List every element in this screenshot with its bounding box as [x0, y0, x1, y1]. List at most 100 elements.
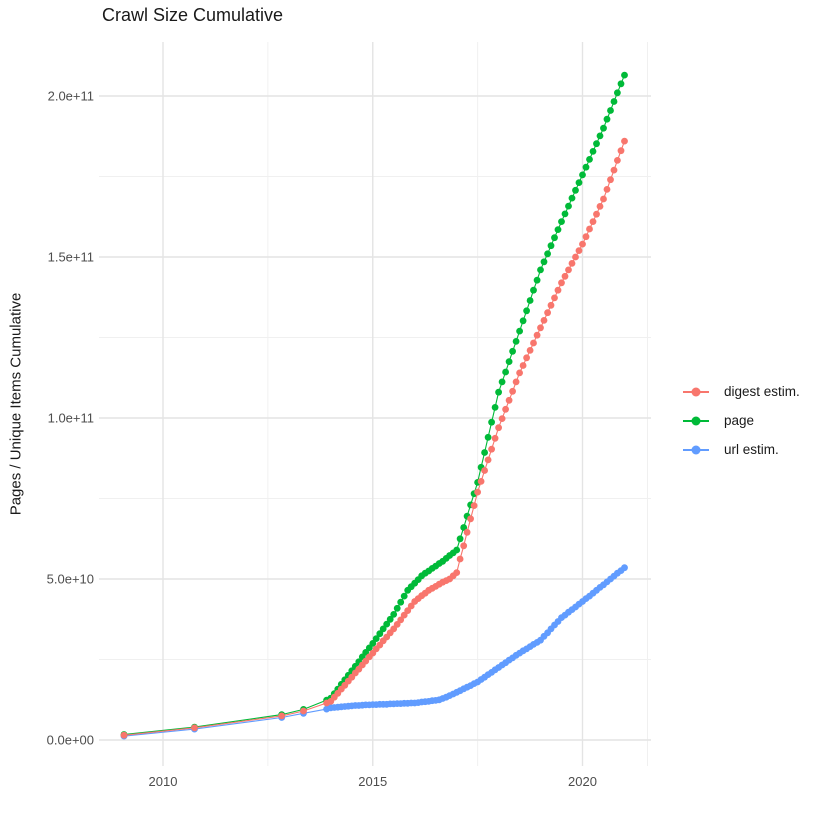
- data-point-digest-estim: [589, 218, 597, 226]
- axis-tick-labels: 0.0e+00 5.0e+10 1.0e+11 1.5e+11 2.0e+11 2010 2…: [47, 89, 597, 790]
- gridlines-minor: [99, 42, 651, 766]
- legend-key-page-dot: [691, 416, 701, 425]
- legend-key-url-dot: [691, 445, 701, 454]
- data-point-page: [547, 242, 555, 250]
- series-url-estim: [120, 564, 628, 740]
- data-point-page: [456, 535, 464, 543]
- data-point-page: [568, 194, 576, 202]
- y-tick-label: 1.0e+11: [48, 411, 94, 426]
- data-point-digest-estim: [554, 286, 562, 294]
- data-point-page: [537, 266, 544, 274]
- data-point-digest-estim: [191, 724, 198, 732]
- data-point-digest-estim: [512, 378, 520, 386]
- legend-key-url-line: [683, 445, 709, 454]
- data-point-digest-estim: [596, 203, 604, 210]
- data-point-page: [386, 615, 394, 623]
- data-point-page: [586, 156, 593, 163]
- data-point-page: [582, 163, 590, 171]
- legend-key-page-line: [683, 416, 709, 425]
- data-point-page: [610, 98, 618, 105]
- data-point-digest-estim: [498, 415, 506, 422]
- data-point-page: [390, 611, 398, 618]
- data-point-digest-estim: [568, 260, 576, 267]
- data-point-digest-estim: [544, 309, 551, 317]
- data-point-digest-estim: [460, 542, 468, 550]
- data-point-digest-estim: [614, 157, 621, 164]
- data-point-digest-estim: [509, 387, 516, 395]
- data-point-page: [400, 592, 408, 600]
- data-point-digest-estim: [558, 279, 565, 287]
- y-tick-label: 2.0e+11: [48, 89, 94, 104]
- data-point-page: [495, 388, 502, 396]
- data-point-digest-estim: [551, 294, 558, 302]
- data-point-page: [369, 640, 377, 647]
- data-point-digest-estim: [526, 347, 534, 354]
- legend: digest estim. page url estim.: [683, 382, 800, 469]
- data-point-page: [502, 368, 509, 376]
- data-point-page: [589, 148, 597, 155]
- data-point-digest-estim: [537, 324, 544, 332]
- data-point-page: [593, 140, 600, 148]
- data-point-digest-estim: [586, 225, 593, 233]
- data-point-page: [558, 218, 565, 226]
- legend-item-page: page: [683, 411, 800, 430]
- data-point-digest-estim: [505, 396, 513, 404]
- data-point-digest-estim: [470, 502, 478, 509]
- data-point-digest-estim: [621, 137, 628, 145]
- data-point-digest-estim: [300, 707, 307, 715]
- data-point-page: [530, 286, 537, 294]
- data-point-page: [544, 250, 551, 258]
- data-point-page: [519, 317, 527, 325]
- data-point-page: [383, 620, 391, 628]
- data-point-page: [505, 358, 513, 365]
- data-point-digest-estim: [495, 424, 502, 432]
- data-point-page: [372, 635, 380, 642]
- data-point-page: [453, 546, 461, 554]
- data-point-digest-estim: [481, 467, 488, 474]
- x-tick-label: 2010: [149, 774, 178, 789]
- data-point-page: [526, 297, 534, 304]
- legend-label: digest estim.: [724, 384, 800, 399]
- y-tick-label: 1.5e+11: [48, 250, 94, 265]
- data-point-page: [614, 89, 621, 97]
- data-point-page: [533, 276, 541, 284]
- data-point-page: [523, 307, 530, 315]
- data-point-digest-estim: [516, 369, 523, 377]
- chart-title: Crawl Size Cumulative: [102, 5, 284, 25]
- data-point-digest-estim: [603, 186, 611, 193]
- data-point-digest-estim: [523, 354, 530, 362]
- data-point-page: [551, 234, 558, 242]
- data-point-digest-estim: [617, 147, 625, 155]
- data-point-page: [540, 258, 548, 266]
- data-point-page: [603, 115, 611, 123]
- x-tick-label: 2020: [568, 774, 597, 789]
- data-point-digest-estim: [463, 528, 471, 536]
- data-point-page: [379, 625, 387, 633]
- data-point-page: [617, 80, 625, 88]
- legend-key-digest-line: [683, 387, 709, 396]
- y-tick-label: 0.0e+00: [47, 733, 94, 748]
- data-point-page: [554, 226, 562, 234]
- data-point-digest-estim: [572, 253, 579, 261]
- data-point-digest-estim: [579, 240, 586, 248]
- data-point-page: [484, 433, 492, 441]
- data-point-digest-estim: [575, 247, 583, 255]
- data-point-digest-estim: [488, 445, 495, 453]
- data-point-page: [393, 604, 401, 612]
- legend-label: page: [724, 413, 755, 428]
- data-point-page: [596, 132, 604, 140]
- data-point-digest-estim: [456, 555, 464, 563]
- data-point-digest-estim: [491, 434, 499, 442]
- data-point-page: [460, 524, 468, 531]
- data-point-digest-estim: [610, 166, 618, 174]
- data-point-page: [397, 598, 405, 606]
- legend-item-digest-estim: digest estim.: [683, 382, 800, 401]
- data-point-page: [607, 107, 614, 114]
- data-point-digest-estim: [593, 210, 600, 218]
- data-point-digest-estim: [278, 712, 286, 720]
- data-point-page: [376, 630, 384, 638]
- x-tick-label: 2015: [358, 774, 387, 789]
- data-point-page: [579, 171, 586, 179]
- data-point-page: [516, 327, 523, 335]
